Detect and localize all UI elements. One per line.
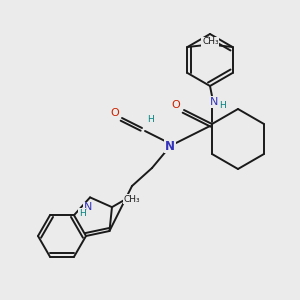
Text: O: O xyxy=(172,100,180,110)
Text: CH₃: CH₃ xyxy=(124,195,140,204)
Text: CH₃: CH₃ xyxy=(201,38,218,46)
Text: O: O xyxy=(111,108,119,118)
Text: H: H xyxy=(79,209,86,218)
Text: N: N xyxy=(84,202,92,212)
Text: N: N xyxy=(165,140,175,152)
Text: CH₃: CH₃ xyxy=(202,38,219,46)
Text: H: H xyxy=(219,101,225,110)
Text: H: H xyxy=(147,115,153,124)
Text: N: N xyxy=(210,97,218,107)
